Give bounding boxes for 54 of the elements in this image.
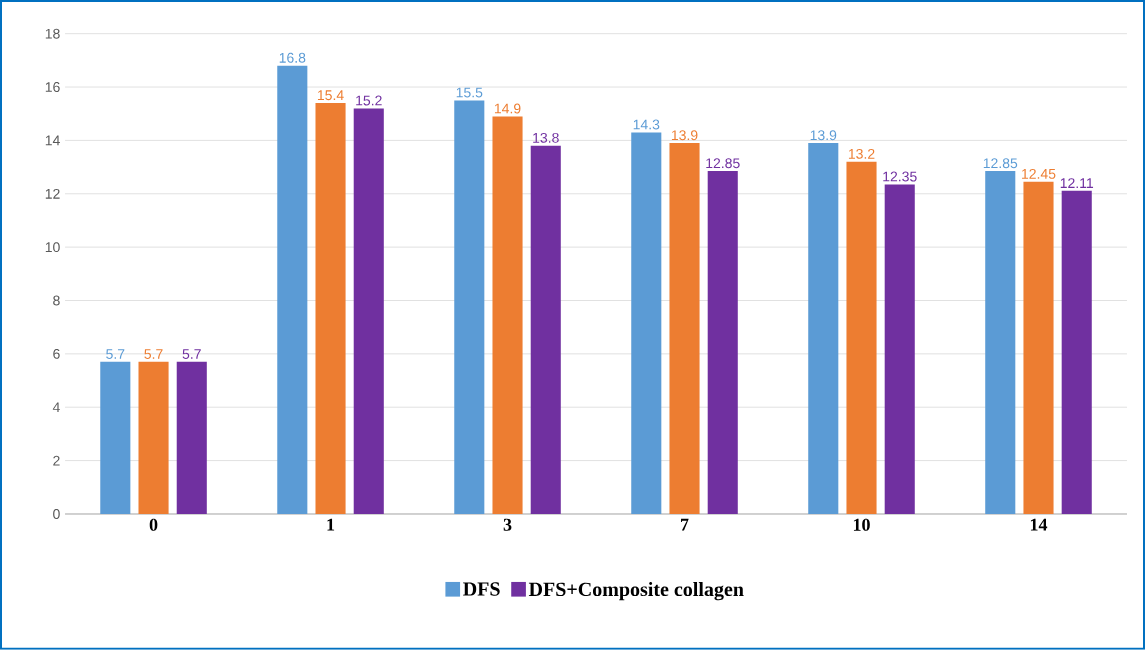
bar [884, 184, 915, 515]
bar [176, 362, 207, 515]
data-label: 13.9 [810, 130, 837, 141]
bar [353, 108, 384, 515]
y-tick-label: 4 [52, 402, 60, 413]
bar [277, 65, 308, 515]
y-tick-label: 12 [45, 189, 60, 199]
data-label: 5.7 [144, 349, 163, 360]
x-tick-label: 0 [149, 518, 158, 531]
data-label: 14.9 [494, 103, 521, 114]
x-tick-label: 1 [327, 518, 335, 531]
x-tick-label: 10 [853, 518, 870, 531]
bar [1061, 190, 1092, 515]
bar [846, 161, 877, 515]
data-label: 15.4 [317, 90, 344, 101]
bar [808, 143, 839, 515]
data-label: 12.85 [706, 158, 740, 169]
y-tick-label: 14 [45, 135, 60, 146]
bar [669, 143, 700, 515]
data-label: 16.8 [279, 52, 306, 63]
data-label: 5.7 [182, 349, 201, 360]
data-label: 15.5 [456, 87, 483, 98]
y-tick-label: 8 [53, 295, 60, 306]
data-label: 15.2 [356, 95, 382, 106]
data-label: 12.11 [1060, 178, 1094, 189]
bar [707, 171, 738, 515]
legend-label: DFS [463, 582, 500, 596]
y-tick-label: 2 [53, 455, 60, 466]
y-tick-label: 16 [45, 82, 60, 93]
legend-label: DFS+Composite collagen [528, 582, 744, 601]
bar [631, 132, 662, 515]
data-label: 13.8 [533, 133, 559, 143]
x-tick-label: 7 [681, 518, 689, 531]
data-label: 5.7 [106, 349, 125, 360]
data-label: 12.35 [883, 171, 917, 182]
data-label: 12.45 [1022, 169, 1056, 179]
y-tick-label: 10 [45, 242, 60, 253]
y-tick-label: 6 [53, 349, 60, 359]
data-label: 14.3 [633, 119, 660, 130]
bar [454, 100, 485, 515]
bar [492, 116, 523, 515]
y-tick-label: 18 [45, 28, 60, 39]
x-tick-label: 14 [1030, 518, 1048, 531]
bar [315, 103, 346, 515]
x-tick-label: 3 [503, 518, 512, 531]
bar [985, 171, 1016, 515]
bar [138, 362, 169, 515]
bar [100, 362, 131, 515]
bar [530, 145, 561, 515]
y-tick-label: 0 [53, 509, 60, 520]
data-label: 12.85 [983, 158, 1018, 169]
data-label: 13.9 [671, 130, 698, 141]
bar [1023, 181, 1054, 515]
data-label: 13.2 [848, 149, 875, 159]
